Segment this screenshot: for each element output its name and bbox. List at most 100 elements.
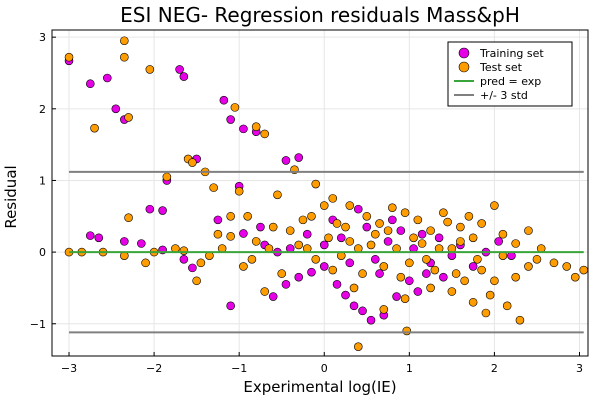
data-point xyxy=(358,269,367,278)
data-point xyxy=(328,194,338,203)
data-point xyxy=(349,301,359,311)
x-tick-label: 0 xyxy=(321,362,328,375)
data-point xyxy=(188,158,197,167)
data-point xyxy=(260,287,269,296)
legend-label: Training set xyxy=(479,47,544,60)
data-point xyxy=(307,267,316,277)
data-point xyxy=(464,211,474,221)
data-point xyxy=(158,206,167,215)
y-tick-label: 2 xyxy=(39,103,46,116)
x-tick-label: −1 xyxy=(231,362,247,375)
data-point xyxy=(400,208,410,218)
data-point xyxy=(388,203,397,212)
data-point xyxy=(141,258,150,268)
data-point xyxy=(324,233,333,243)
data-point xyxy=(64,52,74,62)
data-point xyxy=(402,326,412,336)
data-point xyxy=(417,229,427,239)
data-point xyxy=(511,272,520,282)
data-point xyxy=(268,292,278,301)
data-point xyxy=(277,269,287,278)
data-point xyxy=(405,276,414,286)
data-point xyxy=(511,239,520,248)
data-point xyxy=(379,262,389,271)
data-point xyxy=(298,215,308,225)
data-point xyxy=(468,233,478,243)
data-point xyxy=(120,36,129,46)
x-axis-label: Experimental log(IE) xyxy=(243,378,396,396)
data-point xyxy=(502,301,512,311)
data-point xyxy=(341,290,350,300)
data-point xyxy=(481,308,491,318)
data-point xyxy=(251,122,261,132)
data-point xyxy=(179,246,189,255)
data-point xyxy=(311,254,321,264)
data-point xyxy=(307,211,316,221)
data-point xyxy=(332,219,342,228)
data-point xyxy=(396,226,406,235)
y-tick-label: 3 xyxy=(39,31,46,44)
data-point xyxy=(341,222,350,232)
data-point xyxy=(213,229,223,239)
data-point xyxy=(103,73,112,83)
data-point xyxy=(239,229,248,238)
data-point xyxy=(426,283,435,293)
data-point xyxy=(137,239,146,248)
data-point xyxy=(336,233,346,243)
data-point xyxy=(294,272,304,282)
data-point xyxy=(570,272,580,282)
data-point xyxy=(188,263,197,273)
data-point xyxy=(477,265,486,275)
data-point xyxy=(456,222,465,232)
data-point xyxy=(226,301,235,311)
data-point xyxy=(417,239,427,248)
data-point xyxy=(213,215,223,225)
data-point xyxy=(124,213,133,223)
data-point xyxy=(562,262,572,271)
legend-marker-swatch xyxy=(458,61,470,73)
data-point xyxy=(120,237,129,246)
data-point xyxy=(234,186,244,196)
data-point xyxy=(85,79,95,89)
data-point xyxy=(294,240,304,250)
axis-ticks: −3 −2 −1 0 1 2 3 −1 0 1 2 3 xyxy=(30,31,583,375)
data-point xyxy=(422,254,431,264)
data-point xyxy=(120,52,129,62)
data-point xyxy=(179,72,189,81)
data-point xyxy=(362,222,372,232)
data-point xyxy=(383,226,393,235)
data-point xyxy=(422,269,431,278)
data-point xyxy=(439,208,448,218)
data-point xyxy=(226,232,235,241)
data-point xyxy=(226,211,235,221)
data-point xyxy=(85,231,95,240)
y-tick-label: −1 xyxy=(30,318,46,331)
data-point xyxy=(230,103,240,112)
data-point xyxy=(247,254,257,264)
data-point xyxy=(345,201,355,210)
data-point xyxy=(251,237,261,246)
data-point xyxy=(439,272,448,282)
legend-label: Test set xyxy=(479,61,523,74)
data-point xyxy=(349,283,359,293)
data-point xyxy=(175,65,184,74)
data-point xyxy=(281,280,291,289)
series-3 xyxy=(69,170,584,334)
data-point xyxy=(430,265,440,275)
data-point xyxy=(179,254,189,264)
data-point xyxy=(375,269,384,278)
data-point xyxy=(268,222,278,232)
data-point xyxy=(319,262,329,271)
data-point xyxy=(375,219,384,228)
y-tick-label: 1 xyxy=(39,174,46,187)
data-point xyxy=(579,265,589,275)
data-point xyxy=(460,276,469,286)
y-axis-label: Residual xyxy=(2,165,20,228)
data-point xyxy=(162,172,172,182)
data-point xyxy=(396,272,406,282)
data-point xyxy=(456,237,465,246)
chart-title: ESI NEG- Regression residuals Mass&pH xyxy=(120,3,520,27)
series-layer xyxy=(64,36,589,351)
data-point xyxy=(358,306,367,316)
